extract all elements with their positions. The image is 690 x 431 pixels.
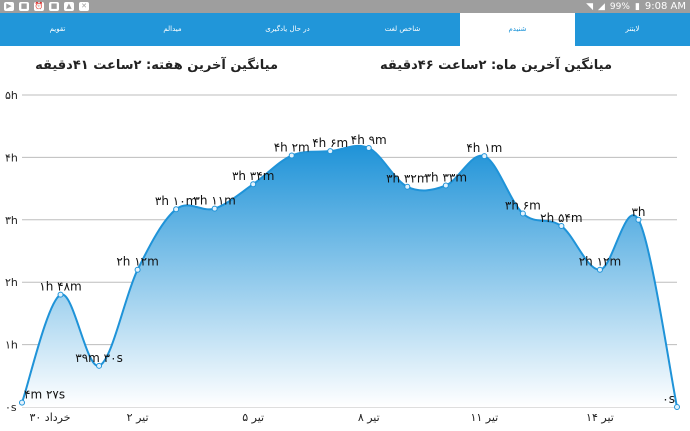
y-tick-label: ۲h: [5, 276, 18, 289]
data-label: ۴h ۶m: [312, 136, 348, 150]
data-point: [19, 399, 25, 406]
x-tick-label: ۱۱ تیر: [470, 411, 498, 424]
x-tick-label: ۵ تیر: [242, 411, 264, 424]
x-tick-label: ۸ تیر: [358, 411, 380, 424]
series-area: [22, 145, 677, 407]
tab-leitner[interactable]: لایتنر: [625, 25, 640, 33]
series-line: [21, 144, 678, 408]
status-right: ◥ ◢ 99% ▮ 9:08 AM: [586, 0, 686, 13]
tab-calendar[interactable]: تقویم: [49, 25, 66, 33]
data-point: [481, 153, 488, 160]
battery-icon: ▮: [634, 1, 640, 12]
app-icon: ■: [49, 2, 59, 11]
area-layer: [21, 144, 678, 408]
data-point: [596, 266, 603, 273]
data-label: ۰s: [662, 392, 675, 406]
data-label: ۳h ۳۴m: [232, 169, 274, 183]
data-label: ۱h ۴۸m: [39, 280, 81, 294]
data-point: [57, 291, 64, 298]
data-label: ۳h ۱۱m: [193, 194, 235, 208]
alarm-icon: ⏰: [34, 2, 44, 11]
x-tick-label: ۲ تیر: [127, 411, 149, 424]
battery-level: 99%: [609, 1, 630, 12]
y-tick-label: ۵h: [5, 89, 18, 102]
tab-heard[interactable]: شنیدم: [460, 13, 575, 46]
notification-icons: ▶ ■ ⏰ ■ ▲ ✕: [4, 0, 89, 13]
data-point: [635, 216, 642, 223]
data-point: [173, 206, 180, 213]
data-label: ۴h ۲m: [274, 141, 310, 155]
data-label: ۲h ۱۲m: [116, 255, 158, 269]
data-label: ۴h ۱m: [466, 141, 502, 155]
data-label: ۳h ۱۰m: [155, 194, 197, 208]
youtube-icon: ▶: [4, 2, 14, 11]
clock: 9:08 AM: [644, 1, 686, 12]
data-point: [365, 145, 372, 152]
points-layer: [19, 145, 680, 410]
data-label: ۳h ۶m: [505, 199, 541, 213]
close-box-icon: ✕: [79, 2, 89, 11]
data-point: [442, 182, 449, 189]
y-axis: ۰s ۱h ۲h ۳h ۴h ۵h: [5, 89, 18, 414]
tab-learning[interactable]: در حال یادگیری: [265, 25, 310, 33]
data-point: [211, 205, 218, 212]
data-point: [558, 223, 565, 230]
data-point: [519, 210, 526, 217]
data-point: [327, 148, 334, 155]
y-tick-label: ۴h: [5, 151, 18, 164]
grid: [22, 94, 677, 408]
image-icon: ▲: [64, 2, 74, 11]
data-point: [674, 404, 680, 410]
data-point: [96, 362, 103, 369]
month-average: میانگین آخرین ماه: ۲ساعت ۴۶دقیقه: [380, 58, 612, 73]
data-label: ۳۹m ۳۰s: [75, 351, 123, 365]
wifi-icon: ◥: [586, 1, 593, 12]
signal-icon: ◢: [598, 1, 605, 12]
data-point: [404, 183, 411, 190]
data-point: [250, 181, 257, 188]
y-tick-label: ۳h: [5, 214, 18, 227]
tab-medals[interactable]: میدالم: [163, 25, 182, 33]
tab-bar: تقویم میدالم در حال یادگیری شاخص لغت شنی…: [0, 13, 690, 46]
data-label: ۳h ۳۳m: [425, 170, 467, 184]
data-label: ۳h: [631, 205, 645, 219]
data-label: ۳h ۳۲m: [386, 172, 428, 186]
data-label: ۴h ۹m: [351, 133, 387, 147]
data-label: ۴m ۲۷s: [24, 388, 65, 402]
x-tick-label: ۱۴ تیر: [586, 411, 614, 424]
data-point: [288, 152, 295, 159]
data-point: [134, 266, 141, 273]
x-axis: ۳۰ خرداد ۲ تیر ۵ تیر ۸ تیر ۱۱ تیر ۱۴ تیر: [29, 411, 613, 424]
x-tick-label: ۳۰ خرداد: [29, 411, 70, 424]
y-tick-label: ۰s: [5, 401, 17, 414]
status-bar: ▶ ■ ⏰ ■ ▲ ✕ ◥ ◢ 99% ▮ 9:08 AM: [0, 0, 690, 13]
y-tick-label: ۱h: [5, 339, 18, 352]
app-icon: ■: [19, 2, 29, 11]
week-average: میانگین آخرین هفته: ۲ساعت ۴۱دقیقه: [35, 58, 278, 73]
data-label: ۲h ۱۲m: [579, 255, 621, 269]
tab-word-index[interactable]: شاخص لغت: [384, 25, 421, 33]
data-label: ۲h ۵۴m: [540, 211, 582, 225]
